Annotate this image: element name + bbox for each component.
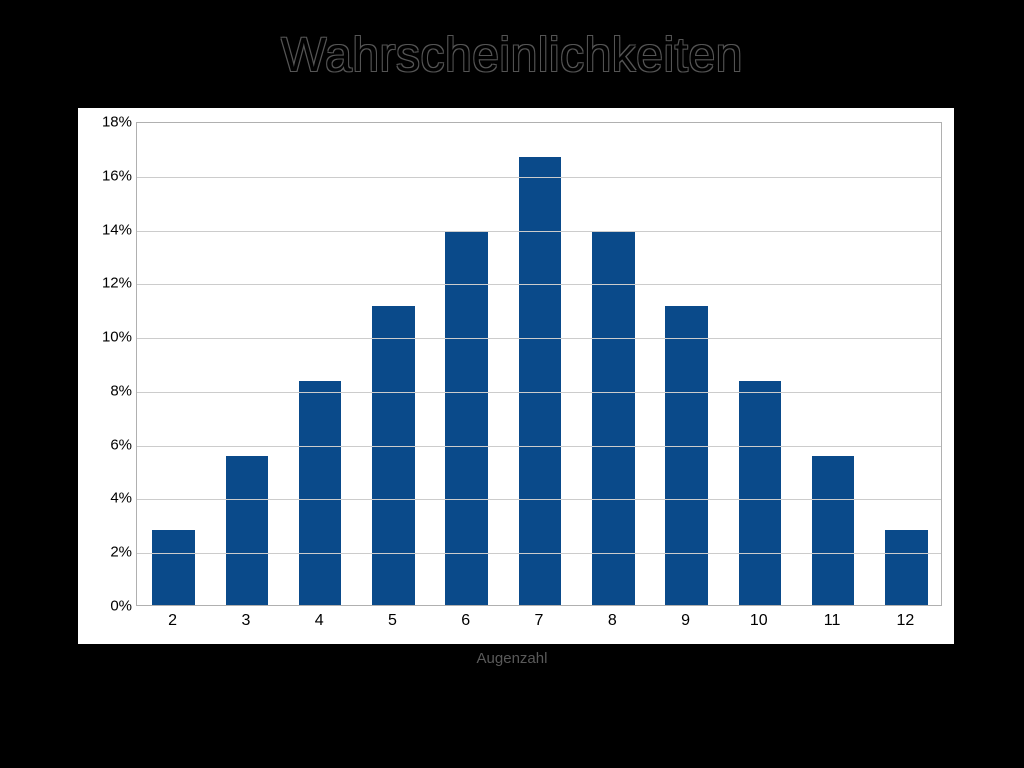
chart-panel: 0% 2% 4% 6% 8% 10% 12% 14% 16% 18% 23456789 10 11 12: [78, 108, 954, 644]
gridline: [137, 446, 941, 447]
x-tick-label: 4: [289, 612, 349, 630]
x-axis-label: Augenzahl: [0, 650, 1024, 667]
bar: [445, 232, 487, 605]
bar: [885, 530, 927, 605]
y-tick-label: 0%: [82, 598, 132, 615]
x-tick-label: 3: [216, 612, 276, 630]
x-tick-label: 10: [729, 612, 789, 630]
x-tick-label: 6: [436, 612, 496, 630]
bar: [812, 456, 854, 606]
bar: [519, 157, 561, 605]
bar: [372, 306, 414, 605]
gridline: [137, 284, 941, 285]
y-tick-label: 14%: [82, 221, 132, 238]
y-tick-label: 8%: [82, 382, 132, 399]
gridline: [137, 231, 941, 232]
gridline: [137, 553, 941, 554]
y-tick-label: 16%: [82, 167, 132, 184]
x-tick-label: 12: [875, 612, 935, 630]
gridline: [137, 499, 941, 500]
y-tick-label: 2%: [82, 544, 132, 561]
x-tick-label: 11: [802, 612, 862, 630]
page-title: Wahrscheinlichkeiten: [0, 28, 1024, 83]
y-tick-label: 6%: [82, 436, 132, 453]
bar: [665, 306, 707, 605]
gridline: [137, 392, 941, 393]
bar: [592, 232, 634, 605]
x-tick-label: 8: [582, 612, 642, 630]
x-tick-label: 2: [143, 612, 203, 630]
y-tick-label: 18%: [82, 114, 132, 131]
x-tick-label: 7: [509, 612, 569, 630]
y-tick-label: 12%: [82, 275, 132, 292]
x-tick-label: 5: [362, 612, 422, 630]
bars-container: [137, 123, 941, 605]
page: Wahrscheinlichkeiten 0% 2% 4% 6% 8% 10% 12% 14%…: [0, 0, 1024, 768]
y-tick-label: 4%: [82, 490, 132, 507]
gridline: [137, 177, 941, 178]
bar: [299, 381, 341, 605]
x-tick-label: 9: [656, 612, 716, 630]
bar: [226, 456, 268, 606]
bar: [152, 530, 194, 605]
bar: [739, 381, 781, 605]
y-tick-label: 10%: [82, 329, 132, 346]
plot-area: [136, 122, 942, 606]
gridline: [137, 338, 941, 339]
